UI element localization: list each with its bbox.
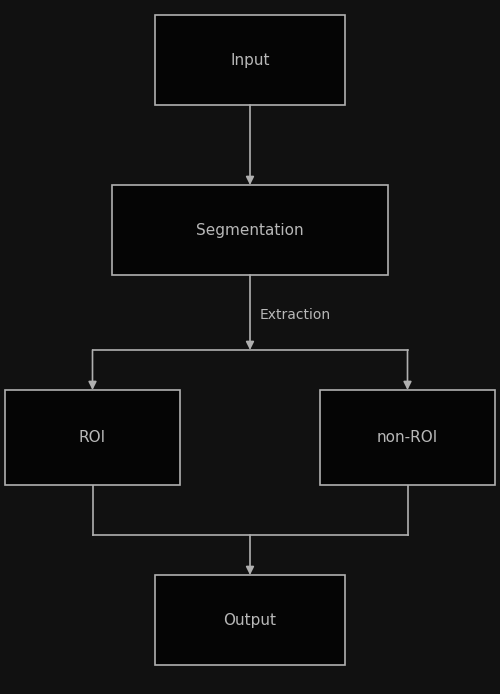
Bar: [5, 390, 180, 485]
Text: Extraction: Extraction: [260, 308, 331, 322]
Bar: [155, 575, 345, 665]
Bar: [112, 185, 388, 275]
Text: ROI: ROI: [79, 430, 106, 445]
Text: non-ROI: non-ROI: [377, 430, 438, 445]
Bar: [155, 15, 345, 105]
Text: Output: Output: [224, 613, 276, 627]
Bar: [320, 390, 495, 485]
Text: Segmentation: Segmentation: [196, 223, 304, 237]
Text: Input: Input: [230, 53, 270, 67]
